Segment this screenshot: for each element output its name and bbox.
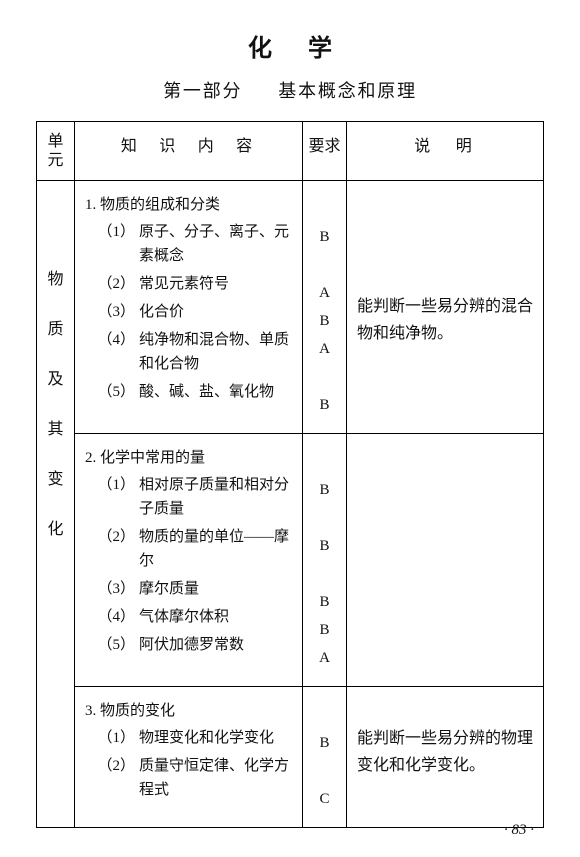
- item-num: （1）: [85, 726, 139, 750]
- section-heading: 2. 化学中常用的量: [85, 446, 294, 467]
- table-row: 物质及其变化 1. 物质的组成和分类 （1）原子、分子、离子、元素概念 （2）常…: [37, 181, 544, 434]
- unit-cell: 物质及其变化: [37, 181, 75, 828]
- item-num: （5）: [85, 380, 139, 404]
- item-num: （1）: [85, 473, 139, 521]
- section-heading: 3. 物质的变化: [85, 699, 294, 720]
- unit-label: 物质及其变化: [37, 181, 74, 539]
- req-value: B: [303, 590, 346, 614]
- item-num: （4）: [85, 328, 139, 376]
- req-value: A: [303, 646, 346, 670]
- req-value: B: [303, 731, 346, 755]
- req-value: B: [303, 393, 346, 417]
- item-num: （2）: [85, 754, 139, 802]
- req-cell: B A B A B: [303, 181, 347, 434]
- item-text: 常见元素符号: [139, 272, 294, 296]
- item-num: （1）: [85, 220, 139, 268]
- req-value: A: [303, 337, 346, 361]
- page-subtitle: 第一部分 基本概念和原理: [36, 77, 544, 103]
- desc-text: 能判断一些易分辨的混合物和纯净物。: [357, 298, 533, 342]
- table-row: 2. 化学中常用的量 （1）相对原子质量和相对分子质量 （2）物质的量的单位——…: [37, 434, 544, 687]
- item-text: 摩尔质量: [139, 577, 294, 601]
- page-title: 化学: [36, 28, 544, 63]
- req-value: B: [303, 309, 346, 333]
- req-cell: B B B B A: [303, 434, 347, 687]
- item-text: 相对原子质量和相对分子质量: [139, 473, 294, 521]
- content-cell: 1. 物质的组成和分类 （1）原子、分子、离子、元素概念 （2）常见元素符号 （…: [75, 181, 303, 434]
- req-value: B: [303, 478, 346, 502]
- item-text: 纯净物和混合物、单质和化合物: [139, 328, 294, 376]
- header-unit: 单元: [37, 122, 75, 181]
- item-num: （3）: [85, 577, 139, 601]
- req-value: B: [303, 618, 346, 642]
- page-number: · 83 ·: [504, 822, 534, 839]
- content-cell: 2. 化学中常用的量 （1）相对原子质量和相对分子质量 （2）物质的量的单位——…: [75, 434, 303, 687]
- item-num: （5）: [85, 633, 139, 657]
- table-row: 3. 物质的变化 （1）物理变化和化学变化 （2）质量守恒定律、化学方程式 B …: [37, 687, 544, 828]
- item-num: （4）: [85, 605, 139, 629]
- item-text: 化合价: [139, 300, 294, 324]
- header-req: 要求: [303, 122, 347, 181]
- item-num: （2）: [85, 272, 139, 296]
- item-text: 原子、分子、离子、元素概念: [139, 220, 294, 268]
- req-cell: B C: [303, 687, 347, 828]
- item-num: （2）: [85, 525, 139, 573]
- desc-cell: 能判断一些易分辨的混合物和纯净物。: [347, 181, 544, 434]
- item-text: 气体摩尔体积: [139, 605, 294, 629]
- section-heading: 1. 物质的组成和分类: [85, 193, 294, 214]
- req-value: A: [303, 281, 346, 305]
- req-value: B: [303, 225, 346, 249]
- item-text: 酸、碱、盐、氧化物: [139, 380, 294, 404]
- item-text: 物质的量的单位——摩尔: [139, 525, 294, 573]
- req-value: C: [303, 787, 346, 811]
- item-text: 阿伏加德罗常数: [139, 633, 294, 657]
- syllabus-table: 单元 知识内容 要求 说明 物质及其变化 1. 物质的组成和分类 （1）原子、分…: [36, 121, 544, 828]
- item-text: 物理变化和化学变化: [139, 726, 294, 750]
- content-cell: 3. 物质的变化 （1）物理变化和化学变化 （2）质量守恒定律、化学方程式: [75, 687, 303, 828]
- req-value: B: [303, 534, 346, 558]
- desc-cell: [347, 434, 544, 687]
- desc-cell: 能判断一些易分辨的物理变化和化学变化。: [347, 687, 544, 828]
- item-text: 质量守恒定律、化学方程式: [139, 754, 294, 802]
- subtitle-part: 第一部分: [163, 81, 242, 101]
- desc-text: 能判断一些易分辨的物理变化和化学变化。: [357, 730, 533, 774]
- table-header-row: 单元 知识内容 要求 说明: [37, 122, 544, 181]
- subtitle-name: 基本概念和原理: [278, 81, 417, 101]
- item-num: （3）: [85, 300, 139, 324]
- header-desc: 说明: [347, 122, 544, 181]
- header-content: 知识内容: [75, 122, 303, 181]
